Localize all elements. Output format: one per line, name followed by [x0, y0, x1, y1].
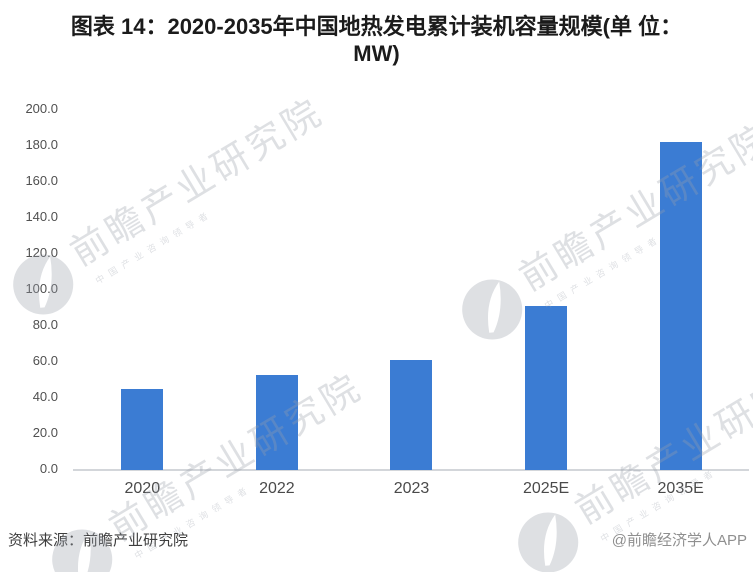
x-tick-label: 2020: [124, 480, 161, 497]
credit-note: @前瞻经济学人APP: [611, 532, 747, 549]
source-note: 资料来源：前瞻产业研究院: [8, 532, 189, 549]
x-tick-label: 2022: [259, 480, 295, 497]
bar-2023: [390, 360, 433, 470]
y-tick-label: 40.0: [32, 389, 58, 404]
x-axis-labels: 2020 2022 2023 2025E 2035E: [75, 480, 748, 498]
chart-title: 图表 14：2020-2035年中国地热发电累计装机容量规模(单 位： MW): [0, 13, 753, 67]
y-tick-label: 200.0: [25, 101, 58, 116]
bar-2022: [255, 374, 298, 470]
y-tick-label: 100.0: [25, 281, 58, 296]
x-tick-label: 2025E: [522, 480, 570, 497]
y-axis-labels: 200.0 180.0 160.0 140.0 120.0 100.0 80.0 60.0 40…: [0, 101, 58, 476]
bar-2035E: [659, 142, 702, 470]
plot-area: [75, 110, 748, 470]
y-tick-label: 160.0: [25, 173, 58, 188]
y-tick-label: 80.0: [32, 317, 58, 332]
qianzhan-swoosh-icon: [518, 512, 579, 572]
bar-2025E: [525, 306, 568, 470]
y-tick-label: 60.0: [32, 353, 58, 368]
bar-slot: [75, 110, 210, 470]
chart-title-line2: MW): [353, 41, 400, 66]
y-tick-label: 180.0: [25, 137, 58, 152]
bar-slot: [613, 110, 748, 470]
chart-title-line1: 图表 14：2020-2035年中国地热发电累计装机容量规模(单 位：: [70, 14, 683, 39]
bar-slot: [344, 110, 479, 470]
y-tick-label: 0.0: [39, 461, 58, 476]
y-tick-label: 120.0: [25, 245, 58, 260]
bar-slot: [210, 110, 345, 470]
x-tick-label: 2035E: [657, 480, 704, 497]
bar-slot: [479, 110, 614, 470]
y-tick-label: 20.0: [32, 425, 58, 440]
x-tick-label: 2023: [393, 480, 430, 497]
y-tick-label: 140.0: [25, 209, 58, 224]
bar-2020: [121, 389, 164, 470]
x-axis-line: [73, 469, 749, 471]
